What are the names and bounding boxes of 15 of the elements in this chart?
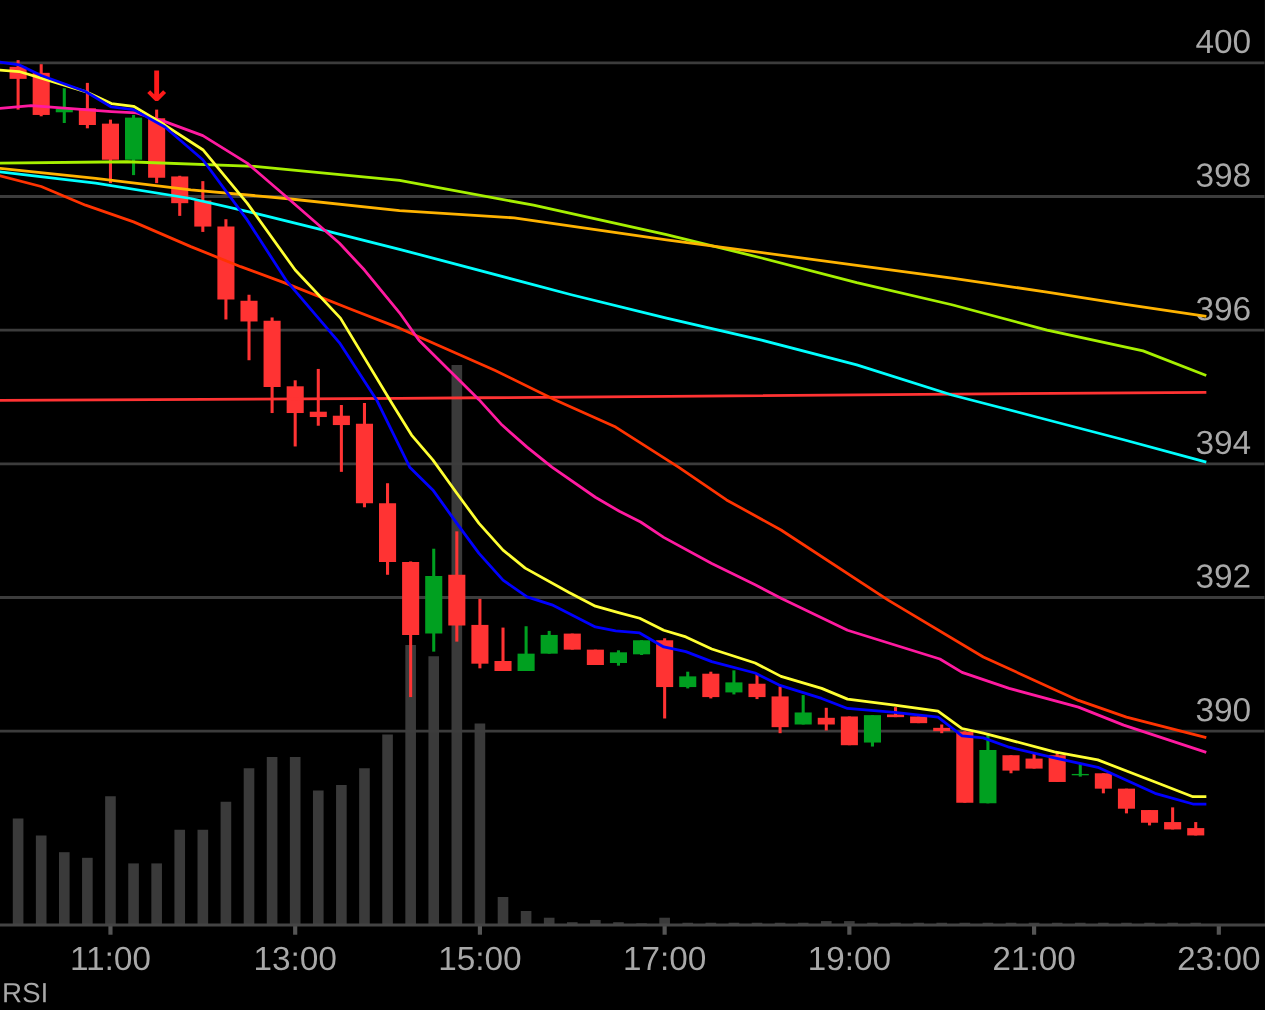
x-tick-label: 13:00 [256, 946, 336, 971]
y-tick-label: 396 [1196, 296, 1250, 321]
x-tick-label: 17:00 [625, 946, 706, 971]
x-tick-label: 19:00 [810, 946, 890, 971]
annotation: ↓ [147, 70, 167, 102]
y-tick-label: 394 [1196, 430, 1251, 455]
y-tick-label: 390 [1196, 697, 1250, 722]
y-tick-label: 392 [1196, 564, 1250, 588]
text: RSI [4, 982, 46, 1003]
y-tick-label: 400 [1196, 29, 1250, 54]
x-tick-label: 23:00 [1178, 946, 1260, 971]
x-tick-label: 15:00 [440, 946, 521, 971]
x-tick-label: 11:00 [72, 946, 150, 971]
y-tick-label: 398 [1196, 163, 1250, 187]
x-tick-label: 21:00 [994, 946, 1075, 971]
